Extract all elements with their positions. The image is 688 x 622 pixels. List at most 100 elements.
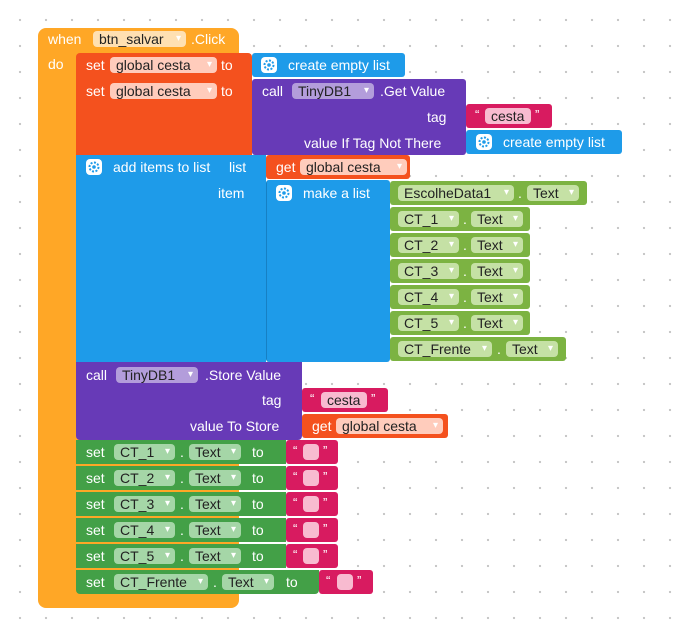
set-label: set — [86, 57, 105, 73]
property-dropdown[interactable]: Text — [471, 211, 523, 227]
get-value-label: .Get Value — [380, 83, 446, 99]
dot-label: . — [463, 211, 467, 227]
tag-label: tag — [262, 392, 282, 408]
component-dropdown[interactable]: CT_2 — [114, 470, 175, 486]
make-a-list-block[interactable] — [266, 180, 390, 362]
component-dropdown[interactable]: CT_4 — [114, 522, 175, 538]
dot-label: . — [463, 237, 467, 253]
gear-icon[interactable] — [476, 134, 492, 150]
set-ct1-text-block[interactable] — [76, 440, 286, 464]
property-dropdown[interactable]: Text — [471, 237, 523, 253]
quote-open: “ — [293, 443, 298, 458]
dot-label: . — [213, 574, 217, 590]
tinydb-dropdown[interactable]: TinyDB1 — [116, 367, 198, 383]
empty-string-field[interactable] — [303, 470, 319, 486]
property-dropdown[interactable]: Text — [471, 289, 523, 305]
component-dropdown[interactable]: CT_1 — [114, 444, 175, 460]
call-label: call — [86, 367, 108, 383]
set-label: set — [86, 574, 105, 590]
set-label: set — [86, 522, 105, 538]
set-label: set — [86, 496, 105, 512]
do-label: do — [48, 56, 64, 72]
component-dropdown[interactable]: CT_5 — [114, 548, 175, 564]
quote-close: ” — [357, 573, 362, 588]
component-dropdown[interactable]: CT_4 — [398, 289, 459, 305]
property-dropdown[interactable]: Text — [471, 263, 523, 279]
dot-label: . — [180, 444, 184, 460]
set-ct5-text-block[interactable] — [76, 544, 286, 568]
quote-close: ” — [323, 521, 328, 536]
dot-label: . — [180, 522, 184, 538]
value-to-store-label: value To Store — [190, 418, 280, 434]
empty-string-field[interactable] — [303, 444, 319, 460]
component-dropdown[interactable]: CT_Frente — [398, 341, 492, 357]
string-value-field[interactable]: cesta — [485, 108, 531, 124]
set-ct3-text-block[interactable] — [76, 492, 286, 516]
quote-open: “ — [293, 521, 298, 536]
gear-icon[interactable] — [261, 57, 277, 73]
variable-dropdown[interactable]: global cesta — [336, 418, 443, 434]
quote-close: ” — [323, 547, 328, 562]
set-ct4-text-block[interactable] — [76, 518, 286, 542]
add-items-to-list-block[interactable] — [76, 155, 266, 362]
empty-string-field[interactable] — [303, 522, 319, 538]
quote-open: “ — [293, 547, 298, 562]
property-dropdown[interactable]: Text — [506, 341, 558, 357]
string-value-field[interactable]: cesta — [321, 392, 367, 408]
component-dropdown[interactable]: CT_5 — [398, 315, 459, 331]
variable-dropdown[interactable]: global cesta — [110, 83, 217, 99]
dot-label: . — [180, 548, 184, 564]
call-label: call — [262, 83, 284, 99]
quote-close: ” — [371, 391, 376, 406]
store-value-label: .Store Value — [205, 367, 282, 383]
to-label: to — [252, 522, 264, 538]
component-dropdown[interactable]: EscolheData1 — [398, 185, 514, 201]
tinydb-dropdown[interactable]: TinyDB1 — [292, 83, 374, 99]
item-socket-label: item — [218, 185, 245, 201]
quote-open: “ — [475, 107, 480, 122]
to-label: to — [252, 548, 264, 564]
event-component-dropdown[interactable]: btn_salvar — [93, 31, 186, 47]
to-label: to — [252, 470, 264, 486]
variable-dropdown[interactable]: global cesta — [110, 57, 217, 73]
component-dropdown[interactable]: CT_1 — [398, 211, 459, 227]
create-empty-list-block-1[interactable] — [252, 53, 405, 77]
component-dropdown[interactable]: CT_Frente — [114, 574, 208, 590]
property-dropdown[interactable]: Text — [527, 185, 579, 201]
component-dropdown[interactable]: CT_3 — [398, 263, 459, 279]
property-dropdown[interactable]: Text — [189, 470, 241, 486]
create-empty-list-block-2[interactable] — [466, 130, 622, 154]
make-a-list-label: make a list — [303, 185, 370, 201]
empty-string-field[interactable] — [337, 574, 353, 590]
component-dropdown[interactable]: CT_2 — [398, 237, 459, 253]
add-items-to-list-label: add items to list — [113, 159, 211, 175]
to-label: to — [252, 444, 264, 460]
gear-icon[interactable] — [86, 159, 102, 175]
quote-close: ” — [323, 495, 328, 510]
set-ct2-text-block[interactable] — [76, 466, 286, 490]
variable-dropdown[interactable]: global cesta — [300, 159, 407, 175]
value-if-tag-not-there-label: value If Tag Not There — [304, 135, 442, 151]
get-label: get — [312, 418, 332, 434]
quote-open: “ — [293, 495, 298, 510]
create-empty-list-label: create empty list — [503, 134, 605, 150]
quote-close: ” — [323, 469, 328, 484]
set-label: set — [86, 548, 105, 564]
to-label: to — [286, 574, 298, 590]
when-label: when — [48, 31, 82, 47]
quote-close: ” — [535, 107, 540, 122]
property-dropdown[interactable]: Text — [189, 444, 241, 460]
set-label: set — [86, 83, 105, 99]
empty-string-field[interactable] — [303, 496, 319, 512]
component-dropdown[interactable]: CT_3 — [114, 496, 175, 512]
gear-icon[interactable] — [276, 185, 292, 201]
property-dropdown[interactable]: Text — [189, 496, 241, 512]
list-socket-label: list — [229, 159, 247, 175]
property-dropdown[interactable]: Text — [189, 548, 241, 564]
event-name-label: .Click — [191, 31, 226, 47]
property-dropdown[interactable]: Text — [471, 315, 523, 331]
dot-label: . — [463, 315, 467, 331]
property-dropdown[interactable]: Text — [222, 574, 274, 590]
property-dropdown[interactable]: Text — [189, 522, 241, 538]
empty-string-field[interactable] — [303, 548, 319, 564]
